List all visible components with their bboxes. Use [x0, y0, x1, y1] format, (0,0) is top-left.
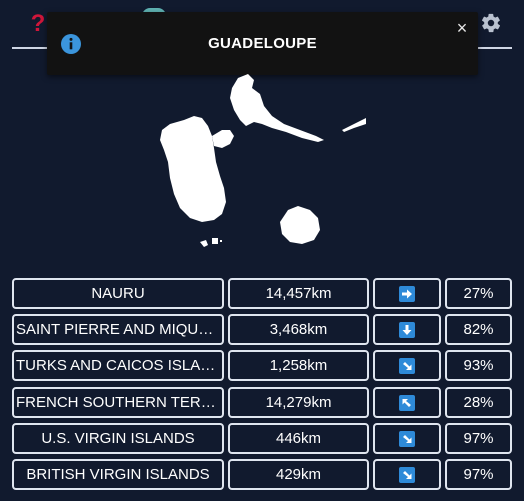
guess-direction: [373, 278, 441, 309]
guess-proximity: 97%: [445, 423, 512, 454]
guess-distance: 14,457km: [228, 278, 369, 309]
question-mark-icon[interactable]: ?: [30, 10, 46, 37]
guess-row: NAURU 14,457km 27%: [12, 278, 512, 309]
guess-direction: [373, 350, 441, 381]
direction-arrow-icon: [399, 357, 415, 374]
guess-proximity: 82%: [445, 314, 512, 345]
guess-direction: [373, 314, 441, 345]
guess-row: U.S. VIRGIN ISLANDS 446km 97%: [12, 423, 512, 454]
guess-direction: [373, 387, 441, 418]
direction-arrow-icon: [399, 321, 415, 338]
guess-row: BRITISH VIRGIN ISLANDS 429km 97%: [12, 459, 512, 490]
guess-row: FRENCH SOUTHERN TERRITORIES 14,279km 28%: [12, 387, 512, 418]
guess-direction: [373, 423, 441, 454]
guess-country-label: BRITISH VIRGIN ISLANDS: [26, 466, 210, 483]
guess-distance: 446km: [228, 423, 369, 454]
guess-country: BRITISH VIRGIN ISLANDS: [12, 459, 224, 490]
guess-proximity: 93%: [445, 350, 512, 381]
info-icon: [61, 34, 81, 54]
guess-country-label: SAINT PIERRE AND MIQUELON: [16, 321, 220, 338]
guess-distance: 1,258km: [228, 350, 369, 381]
guess-proximity: 28%: [445, 387, 512, 418]
header-divider-right: [476, 47, 512, 49]
guess-distance: 14,279km: [228, 387, 369, 418]
guess-country-label: TURKS AND CAICOS ISLANDS: [16, 357, 220, 374]
header-divider-left: [12, 47, 52, 49]
guess-distance: 3,468km: [228, 314, 369, 345]
toast-title: GUADELOUPE: [208, 35, 317, 52]
guess-country: TURKS AND CAICOS ISLANDS: [12, 350, 224, 381]
close-icon[interactable]: ×: [456, 18, 468, 38]
guess-proximity: 97%: [445, 459, 512, 490]
guess-country-label: FRENCH SOUTHERN TERRITORIES: [16, 394, 220, 411]
guess-country: NAURU: [12, 278, 224, 309]
guess-country-label: U.S. VIRGIN ISLANDS: [41, 430, 195, 447]
direction-arrow-icon: [399, 394, 415, 411]
guess-country: SAINT PIERRE AND MIQUELON: [12, 314, 224, 345]
guess-distance: 429km: [228, 459, 369, 490]
country-silhouette: [160, 74, 366, 247]
direction-arrow-icon: [399, 466, 415, 483]
guess-row: SAINT PIERRE AND MIQUELON 3,468km 82%: [12, 314, 512, 345]
guess-country-label: NAURU: [91, 285, 145, 302]
guess-row: TURKS AND CAICOS ISLANDS 1,258km 93%: [12, 350, 512, 381]
direction-arrow-icon: [399, 430, 415, 447]
guess-country: FRENCH SOUTHERN TERRITORIES: [12, 387, 224, 418]
gear-icon[interactable]: [480, 12, 502, 34]
guess-proximity: 27%: [445, 278, 512, 309]
country-toast: GUADELOUPE ×: [47, 12, 478, 75]
guess-country: U.S. VIRGIN ISLANDS: [12, 423, 224, 454]
guess-direction: [373, 459, 441, 490]
direction-arrow-icon: [399, 285, 415, 302]
